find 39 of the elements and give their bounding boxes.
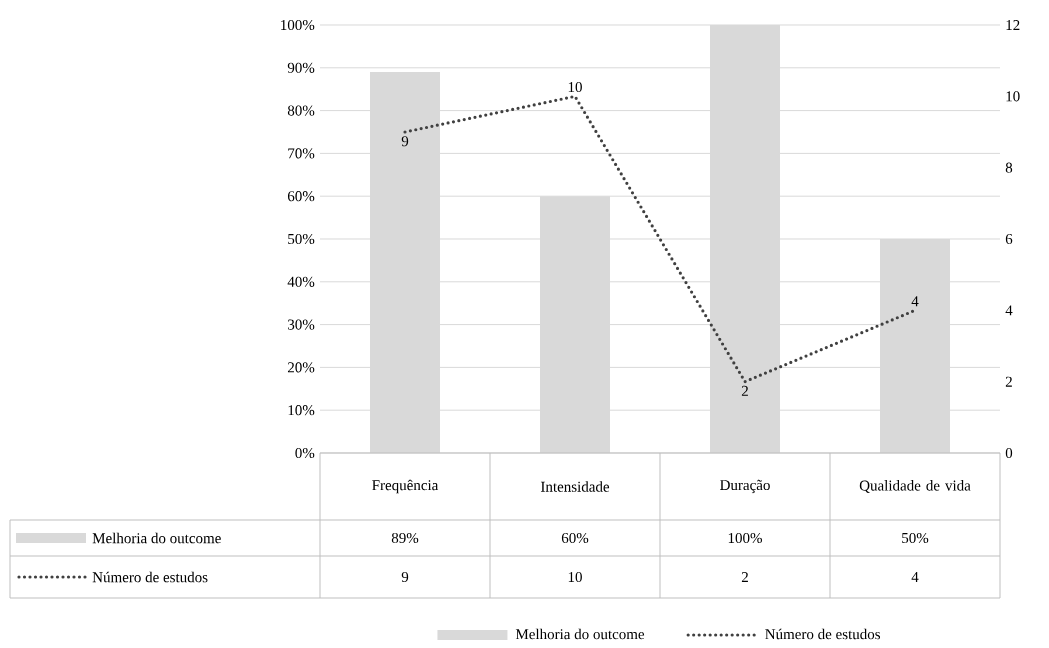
x-tick-label: Qualidade de vida (859, 480, 971, 493)
x-tick-label: Duração (720, 479, 770, 494)
data-label: 9 (401, 571, 409, 583)
y2-tick-label: 4 (1005, 305, 1013, 316)
y2-tick-label: 6 (1005, 233, 1013, 245)
text: Número de estudos (92, 571, 208, 583)
y-tick-label: 50% (288, 233, 315, 245)
y-tick-label: 100% (281, 19, 315, 31)
text: 2 (741, 385, 748, 396)
y-tick-label: 90% (287, 62, 315, 73)
x-tick-label: Frequência (372, 479, 439, 494)
data-label: 4 (911, 572, 919, 582)
y2-tick-label: 0 (1005, 447, 1013, 459)
y-tick-label: 20% (287, 362, 315, 373)
legend-label: Número de estudos (765, 628, 881, 640)
text: Melhoria do outcome (515, 628, 645, 640)
y-tick-label: 80% (287, 105, 315, 116)
y-tick-label: 70% (288, 148, 315, 159)
y2-tick-label: 8 (1005, 162, 1013, 173)
data-label: 50% (902, 532, 929, 544)
y-tick-label: 10% (288, 405, 315, 416)
y2-tick-label: 2 (1005, 376, 1012, 387)
data-label: 89% (391, 532, 419, 544)
data-label: 100% (728, 532, 762, 544)
y-tick-label: 30% (288, 319, 315, 330)
line-series (403, 94, 917, 384)
x-tick-label: Intensidade (540, 481, 610, 492)
y2-tick-label: 12 (1006, 20, 1020, 30)
data-label: 60% (561, 532, 589, 544)
y-tick-label: 60% (287, 191, 315, 202)
data-label: 10 (568, 571, 582, 583)
y-tick-label: 0% (295, 447, 315, 459)
y2-tick-label: 10 (1006, 91, 1020, 102)
y-tick-label: 40% (287, 276, 315, 287)
legend-label: Melhoria do outcome (92, 532, 221, 544)
text: 9 (401, 136, 409, 147)
data-label: 2 (741, 572, 748, 582)
text: 10 (568, 82, 582, 93)
text: 4 (911, 296, 919, 307)
